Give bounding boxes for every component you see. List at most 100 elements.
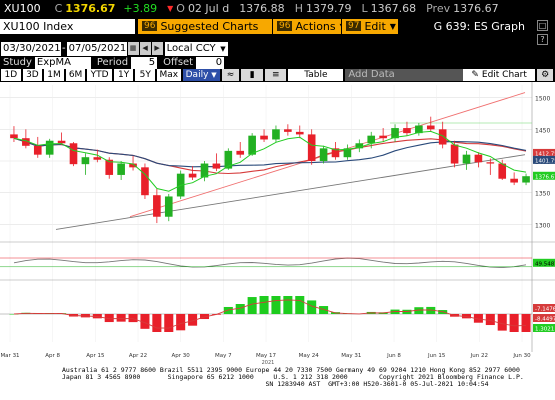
calendar-icon[interactable]: ▦ [127,42,139,55]
x-tick-label: Apr 30 [172,353,191,359]
low-price: 1367.68 [370,2,417,15]
next-icon[interactable]: ▶ [151,42,163,55]
suggested-charts-button[interactable]: 96 Suggested Charts [138,18,272,34]
macd-bar [295,296,305,314]
candle-body [45,140,54,155]
edit-chart-button[interactable]: ✎ Edit Chart [462,69,536,81]
period-label: Period [96,57,129,68]
currency-select[interactable]: Local CCY ▼ [164,41,228,56]
offset-input[interactable]: 0 [196,56,225,69]
candle-body [188,173,197,178]
macd-bar [140,314,150,329]
footer-line-3: SN 1283940 AST GMT+3:00 H520-3601-0 05-J… [62,380,489,388]
candle-body [10,134,18,139]
candle-body [522,176,530,183]
footer-contacts: Australia 61 2 9777 8600 Brazil 5511 239… [0,367,555,400]
x-tick-label: Jun 8 [386,353,401,359]
trend-line-channel [129,92,526,218]
frequency-select[interactable]: Daily ▼ [182,69,220,81]
candle-body [462,154,471,164]
quote-date: 02 Jul d [187,2,230,15]
price-chart[interactable]: 150014501400135013001412.751401.751376.6… [0,82,555,367]
macd-bar [188,314,198,326]
macd-bar [521,314,531,332]
chart-area[interactable]: 150014501400135013001412.751401.751376.6… [0,82,555,382]
period-6m-button[interactable]: 6M [65,69,86,81]
edit-chart-label: Edit Chart [481,70,527,80]
line-chart-icon[interactable]: ≈ [221,69,240,81]
period-1m-button[interactable]: 1M [44,69,64,81]
chart-settings-icon[interactable]: ⚙ [537,69,554,81]
actions-label: Actions [295,19,336,33]
candle-body [379,135,387,139]
period-1y-button[interactable]: 1Y [113,69,134,81]
footer-line-1: Australia 61 2 9777 8600 Brazil 5511 239… [62,366,520,374]
x-tick-label: Jun 22 [470,353,488,359]
macd-bar [414,307,424,314]
down-arrow-icon: ▼ [167,4,174,13]
high-label: H [294,2,303,15]
macd-bar [271,296,281,314]
graph-title: G 639: ES Graph [433,19,525,33]
title-bar: XU100 Index 96 Suggested Charts 96 Actio… [0,18,555,34]
period-3d-button[interactable]: 3D [22,69,43,81]
candle-body [141,167,149,196]
y-tick-label: 1350 [535,191,550,198]
candle-body [105,159,114,175]
macd-label: -8.4497 [535,317,555,323]
price-label-box [533,155,555,164]
candle-body [319,148,328,161]
x-tick-label: May 7 [215,353,232,359]
prev-label: Prev [426,2,451,15]
x-tick-label: May 24 [299,353,320,359]
candle-body [284,129,292,132]
end-date-field[interactable]: 07/05/2021 [66,41,127,56]
study-select[interactable]: ExpMA [34,56,91,69]
candle-body [153,195,161,217]
window-controls-icon[interactable]: □ [537,20,548,31]
period-5y-button[interactable]: 5Y [135,69,156,81]
oscillator-line [13,257,527,269]
frequency-label: Daily [185,70,209,80]
candle-body [22,138,30,146]
start-date-field[interactable]: 03/30/2021 [1,41,61,56]
macd-bar [164,314,174,332]
macd-label: -7.1476 [535,307,555,313]
macd-bar [485,314,495,326]
currency-label: Local CCY [166,42,216,54]
candle-chart-icon[interactable]: ▮ [241,69,263,81]
candle-body [117,163,125,175]
price-label: 1412.75 [533,148,555,157]
macd-label: 1.3021 [535,327,554,333]
macd-label-box [533,304,555,312]
price-label-box [533,148,555,157]
period-1d-button[interactable]: 1D [1,69,21,81]
security-field[interactable]: XU100 Index [0,18,135,34]
high-price: 1379.79 [305,2,352,15]
year-label: 2021 [262,360,275,366]
candle-body [510,178,518,183]
candle-body [367,135,376,144]
prev-price: 1376.67 [453,2,499,15]
period-ytd-button[interactable]: YTD [87,69,112,81]
chevron-down-icon: ▼ [389,21,396,31]
candle-body [498,163,507,179]
actions-button[interactable]: 96 Actions ▼ [273,18,346,34]
candle-body [248,135,256,155]
price-label-box [533,171,555,180]
chart-options-icon[interactable]: ≡ [264,69,287,81]
prev-icon[interactable]: ◀ [139,42,151,55]
candle-body [474,154,483,163]
table-button[interactable]: Table [288,69,344,81]
macd-signal-line [13,299,527,329]
candle-body [33,145,42,155]
candle-body [403,128,411,134]
x-tick-label: Mar 31 [0,353,19,359]
period-max-button[interactable]: Max [157,69,181,81]
period-input[interactable]: 5 [131,56,158,69]
add-data-field[interactable]: Add Data [345,69,463,81]
help-icon[interactable]: ? [537,34,548,45]
edit-button[interactable]: 97 Edit ▼ [342,18,398,34]
date-dash: - [62,43,66,54]
candle-body [57,140,66,144]
